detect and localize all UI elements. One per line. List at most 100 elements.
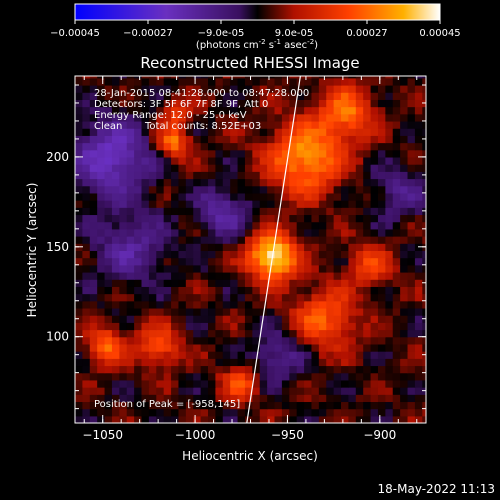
heatmap-cell — [333, 307, 342, 316]
heatmap-cell — [126, 149, 135, 158]
heatmap-cell — [341, 135, 350, 144]
heatmap-cell — [414, 171, 423, 180]
heatmap-cell — [400, 228, 409, 237]
heatmap-cell — [119, 300, 128, 309]
heatmap-cell — [341, 76, 350, 79]
heatmap-cell — [119, 84, 128, 93]
heatmap-cell — [230, 120, 239, 129]
heatmap-cell — [377, 214, 386, 223]
heatmap-cell — [89, 300, 98, 309]
heatmap-cell — [289, 207, 298, 216]
heatmap-cell — [119, 142, 128, 151]
heatmap-cell — [163, 351, 172, 359]
heatmap-cell — [141, 214, 150, 223]
heatmap-cell — [126, 207, 135, 216]
heatmap-cell — [318, 250, 327, 259]
heatmap-cell — [422, 372, 426, 381]
heatmap-cell — [267, 84, 276, 93]
heatmap-cell — [193, 329, 202, 338]
heatmap-cell — [259, 164, 268, 172]
heatmap-cell — [385, 394, 394, 403]
heatmap-cell — [274, 76, 283, 79]
heatmap-cell — [326, 92, 335, 100]
heatmap-cell — [237, 178, 246, 187]
heatmap-cell — [252, 307, 261, 316]
heatmap-cell — [370, 279, 379, 287]
heatmap-cell — [274, 315, 283, 323]
heatmap-cell — [134, 307, 143, 316]
heatmap-cell — [156, 415, 165, 423]
heatmap-cell — [400, 401, 409, 410]
heatmap-cell — [75, 142, 83, 151]
heatmap-cell — [267, 300, 276, 309]
heatmap-cell — [134, 271, 143, 280]
heatmap-cell — [370, 243, 379, 251]
heatmap-cell — [341, 164, 350, 172]
heatmap-cell — [407, 135, 416, 144]
heatmap-cell — [407, 300, 416, 309]
heatmap-cell — [237, 200, 246, 208]
heatmap-cell — [407, 250, 416, 259]
heatmap-cell — [318, 257, 327, 266]
heatmap-cell — [363, 315, 372, 323]
annotation-clean: Clean — [94, 121, 122, 132]
heatmap-cell — [237, 408, 246, 417]
heatmap-cell — [89, 336, 98, 345]
heatmap-cell — [377, 293, 386, 302]
heatmap-cell — [156, 120, 165, 129]
heatmap-cell — [104, 286, 113, 295]
heatmap-cell — [244, 243, 253, 251]
heatmap-cell — [134, 142, 143, 151]
annotation-energy: Energy Range: 12.0 - 25.0 keV — [94, 110, 247, 121]
heatmap-cell — [185, 164, 194, 172]
heatmap-cell — [208, 164, 216, 172]
heatmap-cell — [104, 329, 113, 338]
heatmap-cell — [244, 171, 253, 180]
heatmap-cell — [296, 358, 305, 367]
colorbar-gradient — [74, 3, 441, 21]
heatmap-cell — [363, 250, 372, 259]
heatmap-cell — [215, 106, 224, 115]
heatmap-cell — [400, 300, 409, 309]
heatmap-cell — [304, 336, 313, 345]
heatmap-cell — [185, 379, 194, 388]
heatmap-cell — [385, 300, 394, 309]
heatmap-cell — [355, 243, 364, 251]
heatmap-cell — [75, 394, 83, 403]
heatmap-cell — [141, 164, 150, 172]
heatmap-cell — [178, 207, 187, 216]
heatmap-cell — [111, 351, 120, 359]
heatmap-cell — [377, 185, 386, 194]
heatmap-cell — [97, 92, 106, 100]
heatmap-cell — [259, 214, 268, 223]
heatmap-cell — [237, 307, 246, 316]
heatmap-cell — [348, 221, 357, 230]
heatmap-cell — [296, 372, 305, 381]
heatmap-cell — [377, 365, 386, 374]
heatmap-cell — [318, 120, 327, 129]
heatmap-cell — [230, 135, 239, 144]
heatmap-cell — [134, 365, 143, 374]
heatmap-cell — [148, 76, 157, 79]
heatmap-cell — [326, 286, 335, 295]
heatmap-cell — [281, 379, 290, 388]
heatmap-cell — [341, 221, 350, 230]
heatmap-cell — [208, 149, 216, 158]
heatmap-cell — [215, 192, 224, 201]
heatmap-cell — [230, 365, 239, 374]
heatmap-cell — [237, 236, 246, 244]
heatmap-cell — [400, 92, 409, 100]
heatmap-cell — [400, 250, 409, 259]
heatmap-cell — [392, 264, 401, 273]
heatmap-cell — [237, 113, 246, 122]
heatmap-cell — [289, 286, 298, 295]
heatmap-cell — [281, 113, 290, 122]
heatmap-cell — [104, 171, 113, 180]
heatmap-cell — [215, 207, 224, 216]
heatmap-cell — [355, 99, 364, 108]
heatmap-cell — [311, 271, 320, 280]
heatmap-cell — [104, 221, 113, 230]
heatmap-cell — [215, 135, 224, 144]
heatmap-cell — [377, 142, 386, 151]
heatmap-cell — [355, 128, 364, 136]
